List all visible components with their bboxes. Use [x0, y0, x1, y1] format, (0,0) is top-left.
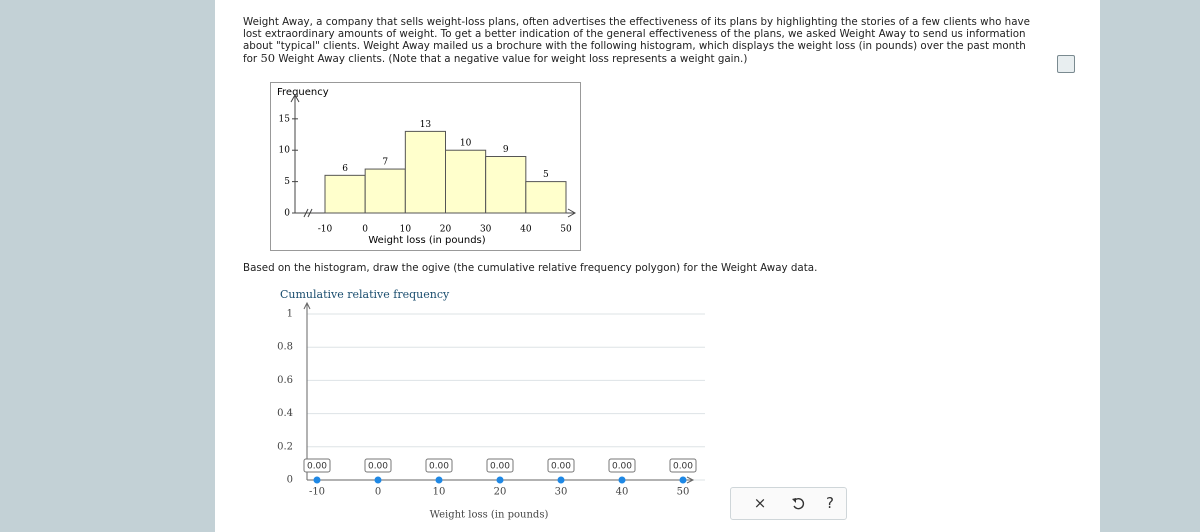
- value-label-box: [486, 458, 514, 473]
- bar-label: 13: [420, 120, 432, 130]
- y-axis-arrow: [290, 93, 300, 103]
- y-tick-label: 15: [279, 114, 291, 124]
- x-tick-label: 30: [555, 487, 568, 498]
- y-tick-label: 10: [279, 146, 291, 156]
- x-axis-title: Weight loss (in pounds): [430, 510, 549, 521]
- y-tick-label: 0: [284, 209, 290, 219]
- prompt-text: Weight Away clients. (Note that a negati…: [275, 53, 748, 65]
- point[interactable]: [313, 476, 321, 484]
- x-tick-label: 30: [480, 225, 492, 235]
- x-axis-arrow: [567, 208, 577, 218]
- bar: [364, 168, 406, 214]
- y-tick-label: 0.6: [277, 375, 293, 386]
- value-label-box: [425, 458, 453, 473]
- value-label-box: [364, 458, 392, 473]
- undo-arrow: [792, 498, 796, 503]
- value-label: 0.00: [429, 462, 449, 472]
- bar: [485, 156, 527, 214]
- x-tick-label: 20: [440, 225, 452, 235]
- value-label: 0.00: [612, 462, 632, 472]
- point[interactable]: [435, 476, 443, 484]
- bar-label: 9: [503, 145, 509, 155]
- x-tick-label: -10: [318, 225, 333, 235]
- x-tick-label: 40: [616, 487, 629, 498]
- histogram: Frequency 0 5 10 15 -10 0 10 20 30 40 50 Weight loss…: [270, 82, 581, 251]
- y-tick-label: 0.2: [277, 441, 293, 452]
- y-axis-title: Frequency: [277, 87, 329, 98]
- undo-button[interactable]: [791, 496, 807, 512]
- y-axis-title: Cumulative relative frequency: [280, 288, 450, 301]
- sample-size: 50: [260, 51, 276, 65]
- y-axis-arrow: [303, 301, 311, 310]
- value-label-box: [608, 458, 636, 473]
- axis-break: [303, 208, 313, 218]
- prompt: Weight Away, a company that sells weight…: [243, 16, 1033, 65]
- x-axis-arrow: [686, 476, 695, 484]
- y-tick-label: 0: [287, 475, 293, 486]
- point[interactable]: [374, 476, 382, 484]
- y-tick-label: 0.4: [277, 408, 293, 419]
- value-label: 0.00: [490, 462, 510, 472]
- point[interactable]: [557, 476, 565, 484]
- help-button[interactable]: ?: [826, 494, 834, 512]
- y-tick-label: 0.8: [277, 342, 293, 353]
- prompt-text: Weight Away, a company that sells weight…: [243, 16, 1030, 65]
- ogive-graph[interactable]: Cumulative relative frequency 0 0.2 0.4 0.6 0…: [275, 286, 735, 526]
- point[interactable]: [679, 476, 687, 484]
- bar: [324, 174, 366, 214]
- clear-button[interactable]: ×: [753, 494, 767, 512]
- value-label: 0.00: [673, 462, 693, 472]
- bar-label: 5: [543, 170, 549, 180]
- x-tick-label: 50: [677, 487, 690, 498]
- x-tick-label: 10: [400, 225, 412, 235]
- value-label: 0.00: [551, 462, 571, 472]
- x-tick-label: 40: [520, 225, 532, 235]
- value-label-box: [547, 458, 575, 473]
- value-label-box: [669, 458, 697, 473]
- value-label: 0.00: [368, 462, 388, 472]
- point[interactable]: [496, 476, 504, 484]
- x-tick-label: 10: [433, 487, 446, 498]
- x-axis-title: Weight loss (in pounds): [368, 235, 485, 246]
- x-tick-label: -10: [309, 487, 325, 498]
- x-tick-label: 50: [560, 225, 572, 235]
- calculator-icon[interactable]: [1057, 55, 1075, 73]
- bar: [525, 181, 567, 214]
- toolbar: × ?: [730, 487, 847, 520]
- value-label: 0.00: [307, 462, 327, 472]
- y-tick-label: 5: [284, 177, 290, 187]
- instruction: Based on the histogram, draw the ogive (…: [243, 262, 818, 274]
- bar-label: 7: [382, 158, 388, 168]
- undo-icon: [793, 497, 805, 510]
- x-tick-label: 20: [494, 487, 507, 498]
- question-panel: Weight Away, a company that sells weight…: [215, 0, 1100, 532]
- value-label-box: [303, 458, 331, 473]
- x-tick-label: 0: [375, 487, 381, 498]
- bar: [445, 149, 487, 214]
- bar-label: 6: [342, 164, 348, 174]
- point[interactable]: [618, 476, 626, 484]
- bar: [404, 130, 446, 214]
- y-tick-label: 1: [287, 309, 293, 320]
- x-tick-label: 0: [362, 225, 368, 235]
- bar-label: 10: [460, 139, 472, 149]
